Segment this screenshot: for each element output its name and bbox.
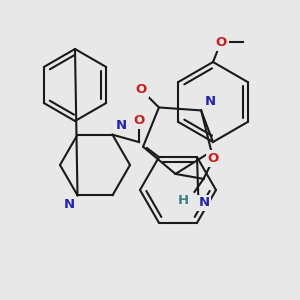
Text: O: O xyxy=(134,114,145,127)
Text: O: O xyxy=(215,35,226,49)
Text: H: H xyxy=(177,194,188,207)
Text: N: N xyxy=(63,198,74,211)
Text: O: O xyxy=(208,152,219,165)
Text: N: N xyxy=(199,196,210,209)
Text: N: N xyxy=(205,95,216,108)
Text: O: O xyxy=(135,83,146,96)
Text: N: N xyxy=(116,119,127,132)
